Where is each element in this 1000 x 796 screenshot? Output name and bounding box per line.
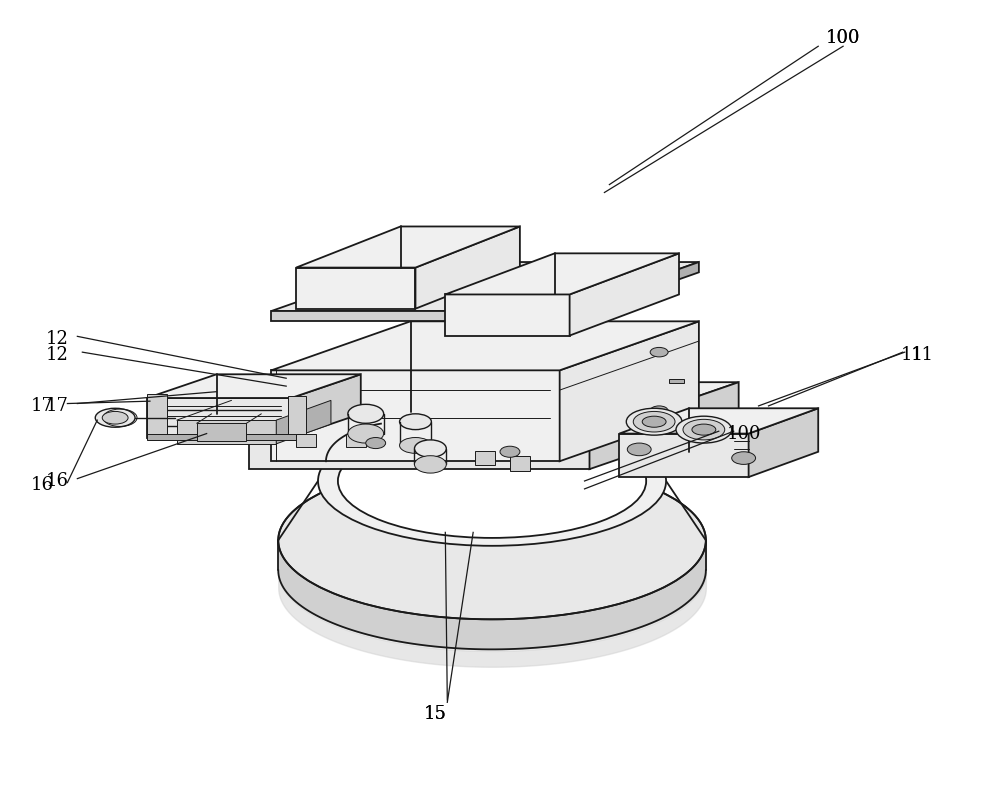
Polygon shape (619, 408, 818, 434)
Text: 15: 15 (424, 705, 447, 724)
Polygon shape (271, 370, 560, 461)
Ellipse shape (650, 347, 668, 357)
Polygon shape (296, 267, 415, 309)
Ellipse shape (348, 404, 384, 423)
Ellipse shape (500, 447, 520, 457)
Polygon shape (147, 394, 167, 439)
Text: 16: 16 (31, 476, 54, 494)
Ellipse shape (683, 419, 725, 440)
Polygon shape (619, 434, 749, 477)
Polygon shape (271, 262, 699, 311)
Ellipse shape (414, 455, 446, 473)
Ellipse shape (348, 424, 384, 443)
Polygon shape (475, 451, 495, 465)
Ellipse shape (95, 408, 135, 427)
Ellipse shape (366, 438, 386, 449)
Polygon shape (346, 434, 366, 447)
Polygon shape (590, 382, 739, 469)
Text: 100: 100 (826, 29, 860, 47)
Text: 12: 12 (46, 345, 69, 364)
Polygon shape (415, 227, 520, 309)
Ellipse shape (338, 424, 646, 538)
Polygon shape (296, 434, 316, 447)
Ellipse shape (633, 412, 675, 432)
Ellipse shape (676, 416, 732, 443)
Polygon shape (278, 461, 706, 619)
Polygon shape (445, 253, 679, 295)
Polygon shape (291, 374, 361, 438)
Polygon shape (445, 295, 570, 336)
Ellipse shape (102, 412, 128, 424)
Polygon shape (288, 396, 306, 440)
Ellipse shape (414, 440, 446, 457)
Polygon shape (249, 382, 739, 434)
Ellipse shape (627, 443, 651, 455)
Ellipse shape (318, 416, 666, 546)
Text: 12: 12 (46, 330, 69, 348)
Ellipse shape (626, 408, 682, 435)
Polygon shape (271, 322, 699, 370)
Polygon shape (177, 420, 276, 444)
Polygon shape (296, 227, 520, 267)
Polygon shape (749, 408, 818, 477)
Polygon shape (560, 322, 699, 461)
Polygon shape (197, 423, 246, 441)
Text: 11: 11 (901, 345, 924, 364)
Polygon shape (147, 398, 291, 438)
Polygon shape (249, 434, 590, 469)
Polygon shape (510, 456, 530, 470)
Ellipse shape (400, 414, 431, 430)
Text: 11: 11 (911, 345, 934, 364)
Ellipse shape (642, 416, 666, 427)
Polygon shape (669, 379, 684, 383)
Text: 17: 17 (31, 397, 54, 415)
Polygon shape (276, 400, 331, 444)
Polygon shape (147, 374, 361, 398)
Polygon shape (147, 434, 306, 440)
Polygon shape (560, 262, 699, 322)
Polygon shape (271, 311, 560, 322)
Text: 100: 100 (726, 424, 761, 443)
Ellipse shape (692, 424, 716, 435)
Ellipse shape (732, 452, 756, 464)
Ellipse shape (400, 438, 431, 454)
Text: 17: 17 (46, 397, 69, 415)
Text: 100: 100 (826, 29, 860, 47)
Text: 15: 15 (424, 705, 447, 724)
Polygon shape (570, 253, 679, 336)
Ellipse shape (650, 406, 668, 416)
Text: 16: 16 (46, 472, 69, 490)
Text: 100: 100 (726, 424, 761, 443)
